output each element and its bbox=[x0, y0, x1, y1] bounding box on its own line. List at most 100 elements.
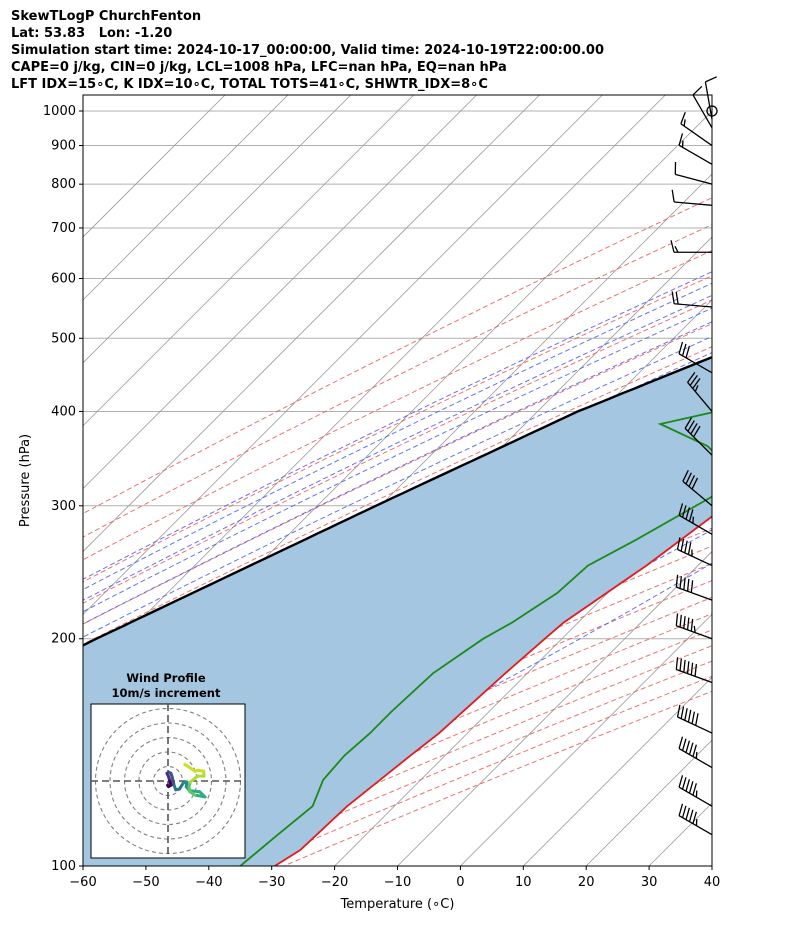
barb-full bbox=[681, 805, 687, 818]
x-tick-label: −40 bbox=[195, 875, 222, 890]
barb-full bbox=[685, 472, 692, 485]
chart-header: SkewTLogP ChurchFenton Lat: 53.83 Lon: -… bbox=[11, 8, 604, 93]
dewpoint-line bbox=[239, 411, 712, 866]
wind-barb bbox=[678, 341, 713, 374]
barb-staff bbox=[677, 716, 713, 734]
barb-staff bbox=[676, 586, 713, 601]
x-tick-label: −30 bbox=[258, 875, 285, 890]
moist-adiabat bbox=[83, 307, 712, 613]
barb-full bbox=[687, 542, 692, 555]
y-tick-label: 1000 bbox=[43, 104, 76, 119]
barb-full bbox=[691, 711, 696, 724]
barb-full bbox=[688, 509, 694, 522]
dry-adiabat bbox=[83, 299, 712, 604]
wind-barb bbox=[674, 161, 713, 185]
barb-full bbox=[687, 371, 696, 383]
barb-full bbox=[683, 659, 686, 673]
barb-staff bbox=[678, 815, 713, 836]
barb-staff bbox=[678, 514, 713, 535]
barb-full bbox=[687, 420, 695, 432]
wind-barb bbox=[678, 133, 713, 165]
isotherm-line bbox=[83, 95, 540, 553]
barb-full bbox=[680, 706, 685, 719]
wind-barb bbox=[670, 240, 712, 253]
y-tick-label: 400 bbox=[51, 404, 76, 419]
barb-full bbox=[675, 613, 679, 626]
barb-full bbox=[691, 477, 699, 490]
barb-full bbox=[695, 713, 699, 726]
barb-half bbox=[693, 625, 696, 633]
dry-adiabat bbox=[153, 629, 712, 866]
wind-barbs bbox=[670, 76, 718, 836]
barb-half bbox=[674, 245, 679, 253]
barb-staff bbox=[676, 625, 713, 640]
barb-full bbox=[692, 378, 701, 389]
x-tick-label: −10 bbox=[384, 875, 411, 890]
wind-barb bbox=[678, 775, 713, 807]
barb-staff bbox=[678, 748, 713, 769]
convective-indices-line: CAPE=0 j/kg, CIN=0 j/kg, LCL=1008 hPa, L… bbox=[11, 60, 507, 75]
wind-barb bbox=[675, 657, 713, 684]
barb-full bbox=[678, 775, 684, 788]
dry-adiabat bbox=[83, 197, 712, 515]
barb-full bbox=[678, 736, 684, 749]
isotherm-line bbox=[83, 95, 603, 615]
wind-barb bbox=[671, 189, 713, 206]
y-axis-label: Pressure (hPa) bbox=[18, 434, 33, 527]
wind-barb bbox=[676, 704, 713, 734]
wind-barb bbox=[682, 469, 713, 507]
location-line: Lat: 53.83 Lon: -1.20 bbox=[11, 26, 173, 41]
barb-full bbox=[681, 738, 687, 751]
hodograph-segment bbox=[170, 775, 176, 788]
barb-full bbox=[692, 783, 697, 796]
y-tick-label: 300 bbox=[51, 499, 76, 514]
wind-barb bbox=[675, 613, 713, 640]
barb-staff bbox=[682, 480, 713, 507]
chart-title: SkewTLogP ChurchFenton bbox=[11, 9, 202, 24]
barb-full bbox=[671, 189, 675, 203]
y-tick-label: 600 bbox=[51, 271, 76, 286]
barb-full bbox=[675, 291, 679, 305]
barb-full bbox=[685, 345, 691, 359]
barb-staff bbox=[676, 668, 713, 684]
barb-staff bbox=[678, 786, 713, 807]
barb-full bbox=[685, 807, 691, 820]
barb-full bbox=[693, 425, 701, 438]
barb-staff bbox=[675, 173, 713, 185]
barb-full bbox=[685, 740, 691, 753]
x-tick-label: −50 bbox=[132, 875, 159, 890]
isotherm-line bbox=[83, 95, 414, 427]
barb-staff bbox=[692, 94, 713, 129]
hodograph-segment bbox=[183, 762, 197, 773]
x-tick-label: 10 bbox=[515, 875, 532, 890]
barb-full bbox=[675, 657, 679, 670]
stability-indices-line: LFT IDX=15∘C, K IDX=10∘C, TOTAL TOTS=41∘… bbox=[11, 77, 488, 92]
x-axis-label: Temperature (∘C) bbox=[340, 897, 455, 912]
parcel-path-line bbox=[83, 355, 712, 647]
dry-adiabat bbox=[185, 645, 712, 866]
isotherm-line bbox=[83, 95, 666, 678]
barb-staff bbox=[677, 548, 713, 567]
barb-full bbox=[694, 663, 698, 677]
wind-barb bbox=[692, 85, 713, 129]
barb-full bbox=[688, 809, 694, 822]
hodograph-segment bbox=[188, 774, 200, 784]
barb-full bbox=[692, 811, 697, 824]
barb-full bbox=[683, 577, 686, 590]
dry-adiabat bbox=[83, 224, 712, 538]
y-tick-label: 200 bbox=[51, 632, 76, 647]
y-tick-label: 900 bbox=[51, 139, 76, 154]
moist-adiabat bbox=[83, 321, 712, 625]
barb-full bbox=[685, 779, 691, 792]
dry-adiabat bbox=[83, 275, 712, 583]
barb-full bbox=[680, 111, 686, 124]
barb-full bbox=[671, 291, 675, 304]
barb-full bbox=[678, 803, 684, 816]
wind-barb bbox=[671, 291, 713, 308]
barb-full bbox=[679, 658, 682, 671]
dry-adiabat bbox=[83, 250, 712, 561]
barb-staff bbox=[704, 81, 713, 120]
barb-full bbox=[684, 540, 688, 553]
barb-full bbox=[688, 742, 694, 755]
